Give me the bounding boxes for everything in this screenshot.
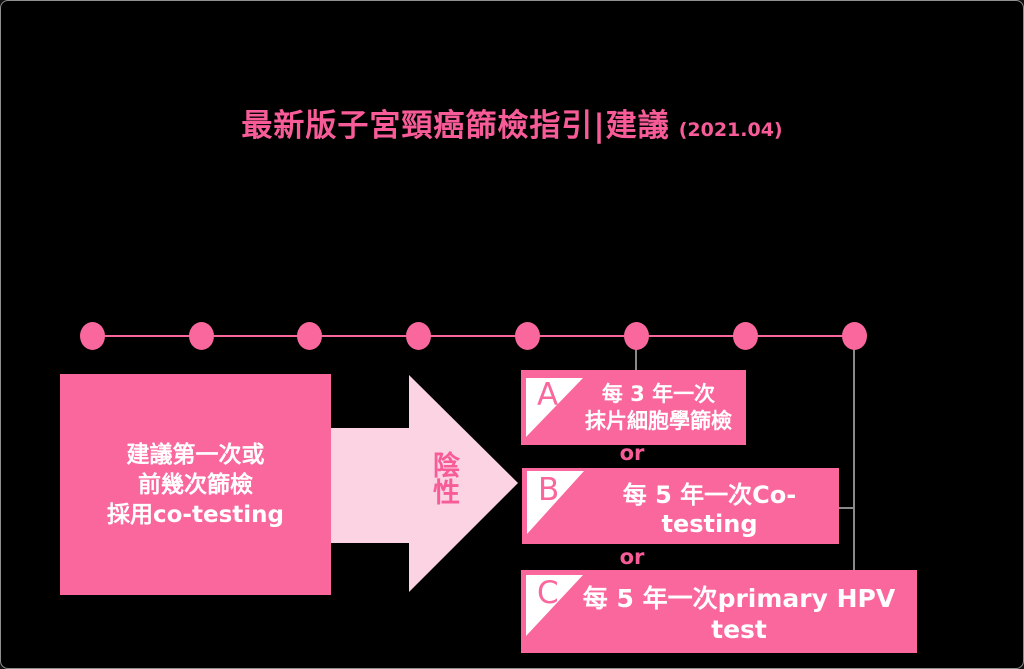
option-a-line-1: 每 3 年一次	[601, 381, 716, 406]
timeline-dot-5	[515, 322, 540, 350]
timeline-line	[92, 335, 854, 337]
arrow-head	[409, 375, 518, 592]
connector-line-dot8-to-box-c	[853, 341, 855, 570]
connector-line-box-b	[839, 507, 853, 509]
or-label-1: or	[619, 441, 645, 465]
timeline-dot-6	[624, 322, 649, 350]
arrow-negative-label: 陰性	[428, 451, 459, 505]
timeline-dot-1	[80, 322, 105, 350]
timeline-dot-7	[733, 322, 758, 350]
recommendation-line-3: 採用co-testing	[107, 501, 284, 528]
recommendation-line-1: 建議第一次或	[126, 441, 265, 468]
option-box-c: 每 5 年一次primary HPV test	[521, 570, 917, 653]
recommendation-line-2: 前幾次篩檢	[138, 471, 253, 498]
timeline-dot-3	[297, 322, 322, 350]
connector-line-dot6-to-box-a	[635, 341, 637, 371]
arrow-tail	[331, 428, 409, 543]
option-b-letter: B	[538, 472, 560, 508]
option-b-line-1: 每 5 年一次Co-testing	[622, 480, 797, 538]
timeline-dot-2	[189, 322, 214, 350]
option-c-line-1: 每 5 年一次primary HPV test	[582, 584, 896, 644]
or-label-2: or	[619, 545, 645, 569]
title-text: 最新版子宮頸癌篩檢指引|建議	[241, 108, 670, 144]
option-a-letter: A	[537, 377, 559, 413]
timeline-dot-8	[842, 322, 867, 350]
timeline-dot-4	[406, 322, 431, 350]
option-a-line-2: 抹片細胞學篩檢	[585, 408, 732, 433]
option-c-letter: C	[537, 575, 559, 611]
title-date: (2021.04)	[678, 119, 783, 141]
page-title: 最新版子宮頸癌篩檢指引|建議 (2021.04)	[1, 100, 1023, 145]
recommendation-box: 建議第一次或 前幾次篩檢 採用co-testing	[60, 374, 331, 595]
